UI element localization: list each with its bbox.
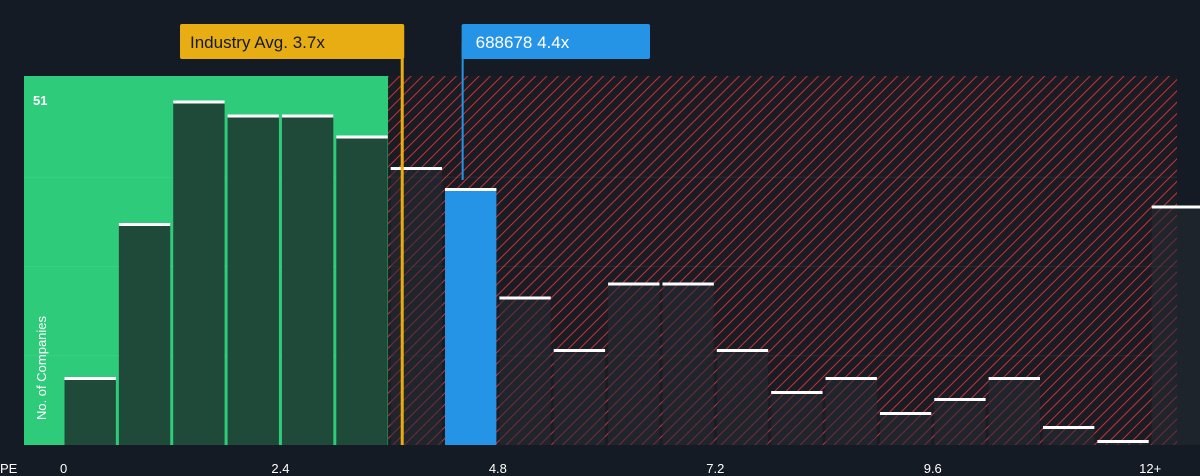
histogram-bar-16 [879,413,932,445]
histogram-bar-7 [390,168,443,445]
histogram-bar-cap-13 [716,349,769,352]
histogram-bar-cap-18 [988,377,1040,380]
histogram-bar-cap-17 [934,398,986,401]
y-axis-max-label: 51 [33,93,47,108]
histogram-bar-6 [336,137,388,445]
x-tick-label-1: 0 [60,461,67,476]
histogram-bar-cap-4 [227,114,279,118]
histogram-bar-21 [1151,207,1200,445]
histogram-bar-cap-20 [1097,440,1149,443]
histogram-bar-4 [227,116,279,445]
histogram-bar-cap-11 [608,282,660,286]
histogram-bar-11 [608,284,660,445]
histogram-bar-9 [499,298,551,445]
histogram-bar-18 [988,378,1040,445]
x-tick-label-3: 4.8 [489,461,507,476]
histogram-bar-cap-10 [553,349,606,352]
histogram-bar-8 [445,189,497,445]
industry-avg-label: Industry Avg. 3.7x [190,33,325,52]
histogram-bar-14 [771,392,823,445]
x-axis-ticks: 0 2.4 4.8 7.2 9.6 12+ [60,461,1161,476]
histogram-bar-cap-5 [281,114,334,118]
histogram-bar-17 [934,399,986,445]
value-markers [400,42,464,445]
histogram-bar-cap-1 [64,377,116,380]
histogram-bar-12 [662,284,714,445]
histogram-bar-20 [1097,441,1149,445]
histogram-bar-15 [825,378,877,445]
x-axis-title: PE [0,461,18,476]
histogram-bar-cap-12 [662,282,714,286]
x-tick-label-5: 9.6 [924,461,942,476]
histogram-bar-2 [118,224,171,445]
histogram-bar-cap-9 [499,296,551,300]
histogram-bar-cap-2 [118,223,171,226]
histogram-bar-3 [173,102,225,445]
company-label: 688678 4.4x [476,33,570,52]
histogram-bar-5 [281,116,334,445]
histogram-bar-cap-15 [825,377,877,380]
histogram-bar-13 [716,350,769,445]
histogram-bars [64,100,1200,445]
histogram-bar-10 [553,350,606,445]
histogram-bar-1 [64,378,116,445]
histogram-bar-19 [1042,427,1095,445]
histogram-bar-cap-19 [1042,426,1095,429]
histogram-bar-cap-8 [445,188,497,191]
company-label-box [461,24,650,59]
histogram-bar-cap-16 [879,412,932,415]
histogram-bar-cap-21 [1151,205,1200,209]
histogram-bar-cap-7 [390,167,443,170]
marker-labels: Industry Avg. 3.7x 688678 4.4x [180,24,650,59]
industry-avg-label-box [180,24,405,59]
y-axis-title: No. of Companies [34,315,49,420]
histogram-bar-cap-6 [336,135,388,139]
x-tick-label-2: 2.4 [271,461,289,476]
x-tick-label-6: 12+ [1139,461,1161,476]
histogram-bar-cap-14 [771,391,823,394]
histogram-bar-cap-3 [173,100,225,104]
x-tick-label-4: 7.2 [706,461,724,476]
